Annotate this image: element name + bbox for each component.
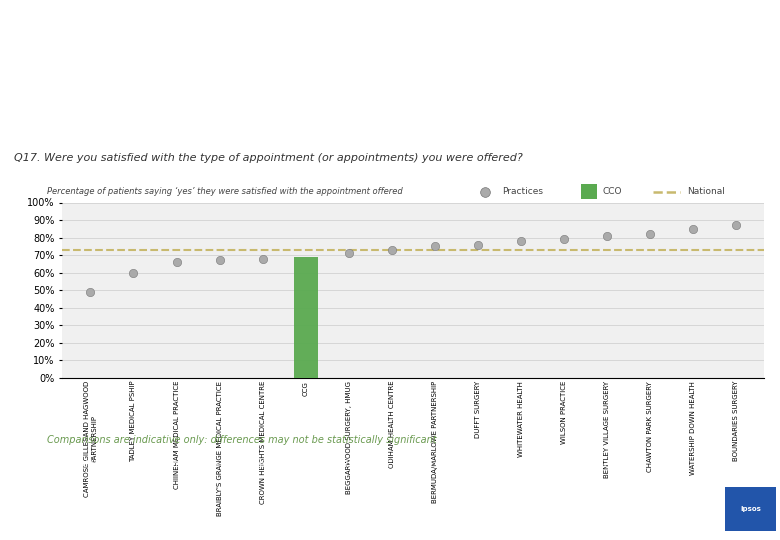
Text: © Ipsos MORI    19-07-003-01 | Version 1 | Public: © Ipsos MORI 19-07-003-01 | Version 1 | … xyxy=(12,529,198,538)
Text: Q17. Were you satisfied with the type of appointment (or appointments) you were : Q17. Were you satisfied with the type of… xyxy=(14,153,523,163)
Bar xyxy=(294,257,317,378)
Text: Ipsos MORI: Ipsos MORI xyxy=(12,490,77,501)
Text: ipsos: ipsos xyxy=(741,506,761,512)
Text: 27: 27 xyxy=(381,502,399,516)
Text: Base: All who tried to make an appointment since being registered: National (879: Base: All who tried to make an appointme… xyxy=(9,460,614,469)
Text: Social Research Institute: Social Research Institute xyxy=(12,506,133,516)
Text: Comparisons are indicative only: differences may not be statistically significan: Comparisons are indicative only: differe… xyxy=(47,435,437,445)
Text: CCO: CCO xyxy=(603,187,622,196)
Bar xyxy=(725,487,776,531)
Text: how the CCG’s practices compare: how the CCG’s practices compare xyxy=(14,94,353,112)
Text: Practices: Practices xyxy=(502,187,544,196)
Bar xyxy=(581,184,597,199)
Text: Percentage of patients saying ‘yes’ they were satisfied with the appointment off: Percentage of patients saying ‘yes’ they… xyxy=(47,187,402,196)
Text: Satisfaction with appointment offered:: Satisfaction with appointment offered: xyxy=(14,38,409,56)
Text: National: National xyxy=(688,187,725,196)
